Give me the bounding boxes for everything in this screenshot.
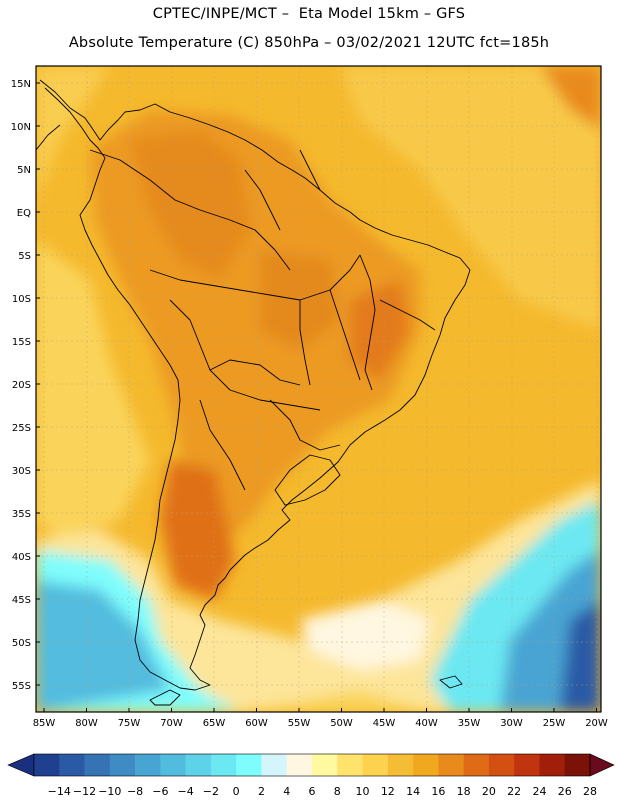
colorbar-swatch bbox=[210, 754, 237, 776]
lon-label: 25W bbox=[543, 718, 566, 729]
lat-label: 25S bbox=[12, 423, 31, 434]
map-frame bbox=[35, 65, 602, 713]
colorbar-swatch bbox=[135, 754, 161, 776]
lon-label: 45W bbox=[373, 718, 396, 729]
lon-label: 20W bbox=[585, 718, 608, 729]
lat-label: 50S bbox=[12, 638, 31, 649]
lat-label: 55S bbox=[12, 681, 31, 692]
colorbar-label: 18 bbox=[457, 785, 471, 798]
lat-label: 20S bbox=[12, 380, 31, 391]
title-line-1: CPTEC/INPE/MCT – Eta Model 15km – GFS bbox=[152, 6, 466, 22]
colorbar-swatch bbox=[160, 754, 186, 776]
temperature-field bbox=[36, 66, 601, 712]
colorbar-label: −6 bbox=[152, 785, 168, 798]
longitude-labels: 85W 80W 75W 70W 65W 60W 55W 50W 45W 40W 35W 30W 25W 2… bbox=[33, 708, 608, 729]
colorbar-swatch bbox=[261, 754, 288, 776]
colorbar-label: 0 bbox=[233, 785, 240, 798]
colorbar-label: 24 bbox=[532, 785, 546, 798]
colorbar-swatch bbox=[438, 754, 464, 776]
lat-label: 30S bbox=[12, 466, 31, 477]
colorbar-label: −10 bbox=[98, 785, 121, 798]
lat-label: 5N bbox=[17, 165, 31, 176]
colorbar-swatch bbox=[109, 754, 136, 776]
colorbar-swatch bbox=[413, 754, 439, 776]
title-line-2: Absolute Temperature (C) 850hPa – 03/02/… bbox=[68, 35, 550, 51]
lat-label: EQ bbox=[17, 208, 31, 219]
colorbar-swatch bbox=[312, 754, 338, 776]
lat-label: 10N bbox=[11, 122, 31, 133]
colorbar-swatch bbox=[337, 754, 363, 776]
lon-label: 70W bbox=[160, 718, 183, 729]
colorbar-swatch bbox=[59, 754, 85, 776]
coastline bbox=[36, 79, 471, 706]
lat-label: 45S bbox=[12, 595, 31, 606]
lon-label: 60W bbox=[245, 718, 268, 729]
lat-label: 15S bbox=[12, 337, 31, 348]
colorbar-label: 8 bbox=[334, 785, 341, 798]
colorbar-label: 12 bbox=[381, 785, 395, 798]
lon-label: 75W bbox=[118, 718, 141, 729]
lat-label: 15N bbox=[11, 79, 31, 90]
colorbar-label: 14 bbox=[406, 785, 420, 798]
latitude-labels: 15N 10N 5N EQ 5S 10S 15S 20S 25S 30S 35S 40S 45S 50S 5… bbox=[11, 79, 40, 692]
colorbar-swatch bbox=[34, 754, 60, 776]
lon-label: 40W bbox=[415, 718, 438, 729]
colorbar-label: 20 bbox=[482, 785, 496, 798]
colorbar-label: −2 bbox=[203, 785, 219, 798]
colorbar-label: 6 bbox=[309, 785, 316, 798]
colorbar-label: 16 bbox=[431, 785, 445, 798]
colorbar-arrow-right bbox=[589, 753, 615, 777]
colorbar-label: 28 bbox=[583, 785, 597, 798]
colorbar-swatch bbox=[514, 754, 540, 776]
colorbar-arrow-left bbox=[7, 753, 35, 777]
colorbar-swatch bbox=[185, 754, 212, 776]
colorbar-label: 22 bbox=[507, 785, 521, 798]
lon-label: 30W bbox=[500, 718, 523, 729]
colorbar-swatch bbox=[84, 754, 111, 776]
colorbar: −14 −12 −10 −8 −6 −4 −2 0 2 4 6 8 10 12 14 16 18 20 22 24 26… bbox=[7, 753, 615, 798]
lon-label: 55W bbox=[288, 718, 311, 729]
colorbar-swatch bbox=[463, 754, 490, 776]
lon-label: 85W bbox=[33, 718, 56, 729]
lon-label: 65W bbox=[203, 718, 226, 729]
colorbar-label: −8 bbox=[127, 785, 143, 798]
colorbar-frame bbox=[33, 753, 591, 777]
lon-label: 50W bbox=[330, 718, 353, 729]
lat-label: 10S bbox=[12, 294, 31, 305]
colorbar-swatch bbox=[286, 754, 313, 776]
lon-label: 80W bbox=[75, 718, 98, 729]
colorbar-swatch bbox=[236, 754, 262, 776]
colorbar-swatch bbox=[488, 754, 515, 776]
colorbar-swatch bbox=[387, 754, 414, 776]
colorbar-swatch bbox=[564, 754, 591, 776]
colorbar-swatch bbox=[362, 754, 389, 776]
lon-label: 35W bbox=[458, 718, 481, 729]
lat-label: 5S bbox=[18, 251, 31, 262]
colorbar-label: −12 bbox=[73, 785, 96, 798]
colorbar-label: 10 bbox=[356, 785, 370, 798]
colorbar-label: 26 bbox=[558, 785, 572, 798]
colorbar-label: 2 bbox=[258, 785, 265, 798]
colorbar-label: 4 bbox=[283, 785, 290, 798]
lat-label: 35S bbox=[12, 509, 31, 520]
colorbar-label: −14 bbox=[48, 785, 71, 798]
lat-label: 40S bbox=[12, 552, 31, 563]
colorbar-label: −4 bbox=[178, 785, 194, 798]
colorbar-swatch bbox=[539, 754, 566, 776]
